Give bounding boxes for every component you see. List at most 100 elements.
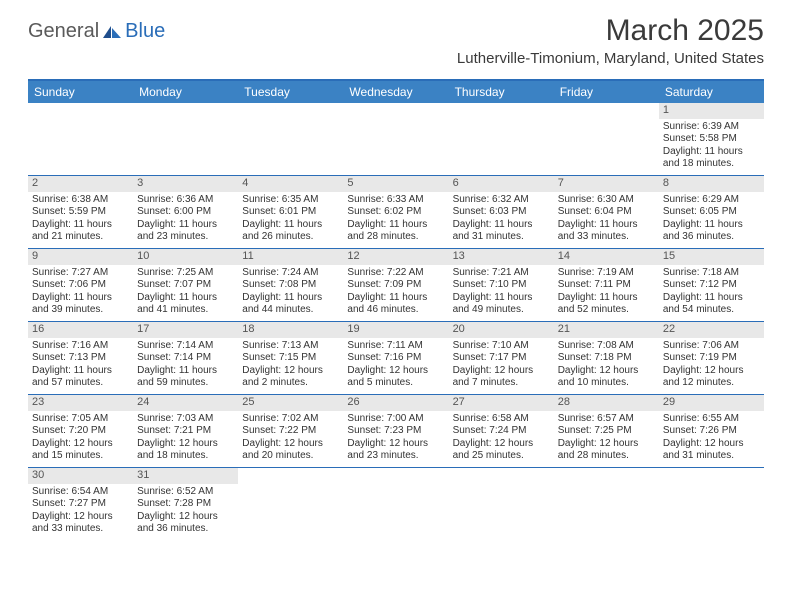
daylight-text: and 23 minutes. [347, 450, 444, 463]
day-cell: 18Sunrise: 7:13 AMSunset: 7:15 PMDayligh… [238, 322, 343, 394]
sunset-text: Sunset: 6:00 PM [137, 206, 234, 219]
day-cell [343, 468, 448, 540]
daylight-text: and 23 minutes. [137, 231, 234, 244]
sunrise-text: Sunrise: 7:25 AM [137, 267, 234, 280]
sunrise-text: Sunrise: 6:33 AM [347, 194, 444, 207]
sunset-text: Sunset: 7:17 PM [453, 352, 550, 365]
daylight-text: Daylight: 11 hours [137, 365, 234, 378]
daylight-text: Daylight: 12 hours [558, 438, 655, 451]
sunrise-text: Sunrise: 7:08 AM [558, 340, 655, 353]
day-number: 17 [133, 322, 238, 338]
day-number: 12 [343, 249, 448, 265]
sunset-text: Sunset: 7:28 PM [137, 498, 234, 511]
sunset-text: Sunset: 7:12 PM [663, 279, 760, 292]
sunset-text: Sunset: 7:14 PM [137, 352, 234, 365]
daylight-text: and 28 minutes. [558, 450, 655, 463]
sunset-text: Sunset: 5:58 PM [663, 133, 760, 146]
week-row: 1Sunrise: 6:39 AMSunset: 5:58 PMDaylight… [28, 103, 764, 176]
daylight-text: and 41 minutes. [137, 304, 234, 317]
sunrise-text: Sunrise: 6:52 AM [137, 486, 234, 499]
day-cell: 23Sunrise: 7:05 AMSunset: 7:20 PMDayligh… [28, 395, 133, 467]
daylight-text: and 44 minutes. [242, 304, 339, 317]
day-cell: 9 Sunrise: 7:27 AMSunset: 7:06 PMDaylight… [28, 249, 133, 321]
day-cell: 13Sunrise: 7:21 AMSunset: 7:10 PMDayligh… [449, 249, 554, 321]
day-number: 16 [28, 322, 133, 338]
title-block: March 2025 Lutherville-Timonium, Marylan… [457, 14, 764, 67]
day-cell: 30Sunrise: 6:54 AMSunset: 7:27 PMDayligh… [28, 468, 133, 540]
sunset-text: Sunset: 6:05 PM [663, 206, 760, 219]
day-header: Friday [554, 81, 659, 103]
day-cell: 21Sunrise: 7:08 AMSunset: 7:18 PMDayligh… [554, 322, 659, 394]
day-cell: 11Sunrise: 7:24 AMSunset: 7:08 PMDayligh… [238, 249, 343, 321]
weeks-container: 1Sunrise: 6:39 AMSunset: 5:58 PMDaylight… [28, 103, 764, 540]
day-number: 4 [238, 176, 343, 192]
day-cell [659, 468, 764, 540]
daylight-text: and 10 minutes. [558, 377, 655, 390]
day-number: 30 [28, 468, 133, 484]
logo-text-general: General [28, 20, 99, 43]
sunset-text: Sunset: 7:09 PM [347, 279, 444, 292]
day-header-row: Sunday Monday Tuesday Wednesday Thursday… [28, 81, 764, 103]
header: General Blue March 2025 Lutherville-Timo… [0, 0, 792, 71]
sunset-text: Sunset: 7:06 PM [32, 279, 129, 292]
sunrise-text: Sunrise: 6:35 AM [242, 194, 339, 207]
sunset-text: Sunset: 6:03 PM [453, 206, 550, 219]
daylight-text: and 59 minutes. [137, 377, 234, 390]
sunset-text: Sunset: 7:27 PM [32, 498, 129, 511]
day-number: 9 [28, 249, 133, 265]
day-cell: 7Sunrise: 6:30 AMSunset: 6:04 PMDaylight… [554, 176, 659, 248]
daylight-text: Daylight: 11 hours [663, 292, 760, 305]
daylight-text: and 21 minutes. [32, 231, 129, 244]
day-cell: 2Sunrise: 6:38 AMSunset: 5:59 PMDaylight… [28, 176, 133, 248]
day-header: Tuesday [238, 81, 343, 103]
daylight-text: Daylight: 12 hours [558, 365, 655, 378]
daylight-text: Daylight: 12 hours [137, 438, 234, 451]
daylight-text: Daylight: 11 hours [347, 292, 444, 305]
day-cell: 27Sunrise: 6:58 AMSunset: 7:24 PMDayligh… [449, 395, 554, 467]
daylight-text: and 25 minutes. [453, 450, 550, 463]
daylight-text: and 46 minutes. [347, 304, 444, 317]
sunset-text: Sunset: 6:01 PM [242, 206, 339, 219]
sunrise-text: Sunrise: 7:10 AM [453, 340, 550, 353]
sunrise-text: Sunrise: 6:38 AM [32, 194, 129, 207]
day-cell: 14Sunrise: 7:19 AMSunset: 7:11 PMDayligh… [554, 249, 659, 321]
daylight-text: and 18 minutes. [663, 158, 760, 171]
day-cell [28, 103, 133, 175]
sunrise-text: Sunrise: 6:55 AM [663, 413, 760, 426]
day-number: 27 [449, 395, 554, 411]
sunrise-text: Sunrise: 6:58 AM [453, 413, 550, 426]
day-cell: 12 Sunrise: 7:22 AMSunset: 7:09 PMDayligh… [343, 249, 448, 321]
day-cell [238, 468, 343, 540]
day-number: 14 [554, 249, 659, 265]
daylight-text: Daylight: 11 hours [32, 292, 129, 305]
sunrise-text: Sunrise: 6:30 AM [558, 194, 655, 207]
day-number: 8 [659, 176, 764, 192]
daylight-text: and 39 minutes. [32, 304, 129, 317]
day-header: Monday [133, 81, 238, 103]
sunset-text: Sunset: 7:18 PM [558, 352, 655, 365]
daylight-text: Daylight: 11 hours [558, 219, 655, 232]
day-cell [238, 103, 343, 175]
day-number: 22 [659, 322, 764, 338]
day-cell: 8Sunrise: 6:29 AMSunset: 6:05 PMDaylight… [659, 176, 764, 248]
location-text: Lutherville-Timonium, Maryland, United S… [457, 50, 764, 67]
daylight-text: Daylight: 11 hours [558, 292, 655, 305]
week-row: 30Sunrise: 6:54 AMSunset: 7:27 PMDayligh… [28, 468, 764, 540]
day-cell: 26Sunrise: 7:00 AMSunset: 7:23 PMDayligh… [343, 395, 448, 467]
sunrise-text: Sunrise: 7:22 AM [347, 267, 444, 280]
day-cell: 4Sunrise: 6:35 AMSunset: 6:01 PMDaylight… [238, 176, 343, 248]
sunrise-text: Sunrise: 7:27 AM [32, 267, 129, 280]
daylight-text: and 33 minutes. [32, 523, 129, 536]
day-number: 5 [343, 176, 448, 192]
daylight-text: Daylight: 12 hours [347, 438, 444, 451]
daylight-text: Daylight: 12 hours [663, 438, 760, 451]
day-header: Saturday [659, 81, 764, 103]
daylight-text: Daylight: 11 hours [32, 219, 129, 232]
daylight-text: Daylight: 12 hours [242, 365, 339, 378]
sunrise-text: Sunrise: 7:03 AM [137, 413, 234, 426]
day-cell: 6Sunrise: 6:32 AMSunset: 6:03 PMDaylight… [449, 176, 554, 248]
week-row: 2Sunrise: 6:38 AMSunset: 5:59 PMDaylight… [28, 176, 764, 249]
daylight-text: and 28 minutes. [347, 231, 444, 244]
daylight-text: and 33 minutes. [558, 231, 655, 244]
daylight-text: Daylight: 12 hours [663, 365, 760, 378]
